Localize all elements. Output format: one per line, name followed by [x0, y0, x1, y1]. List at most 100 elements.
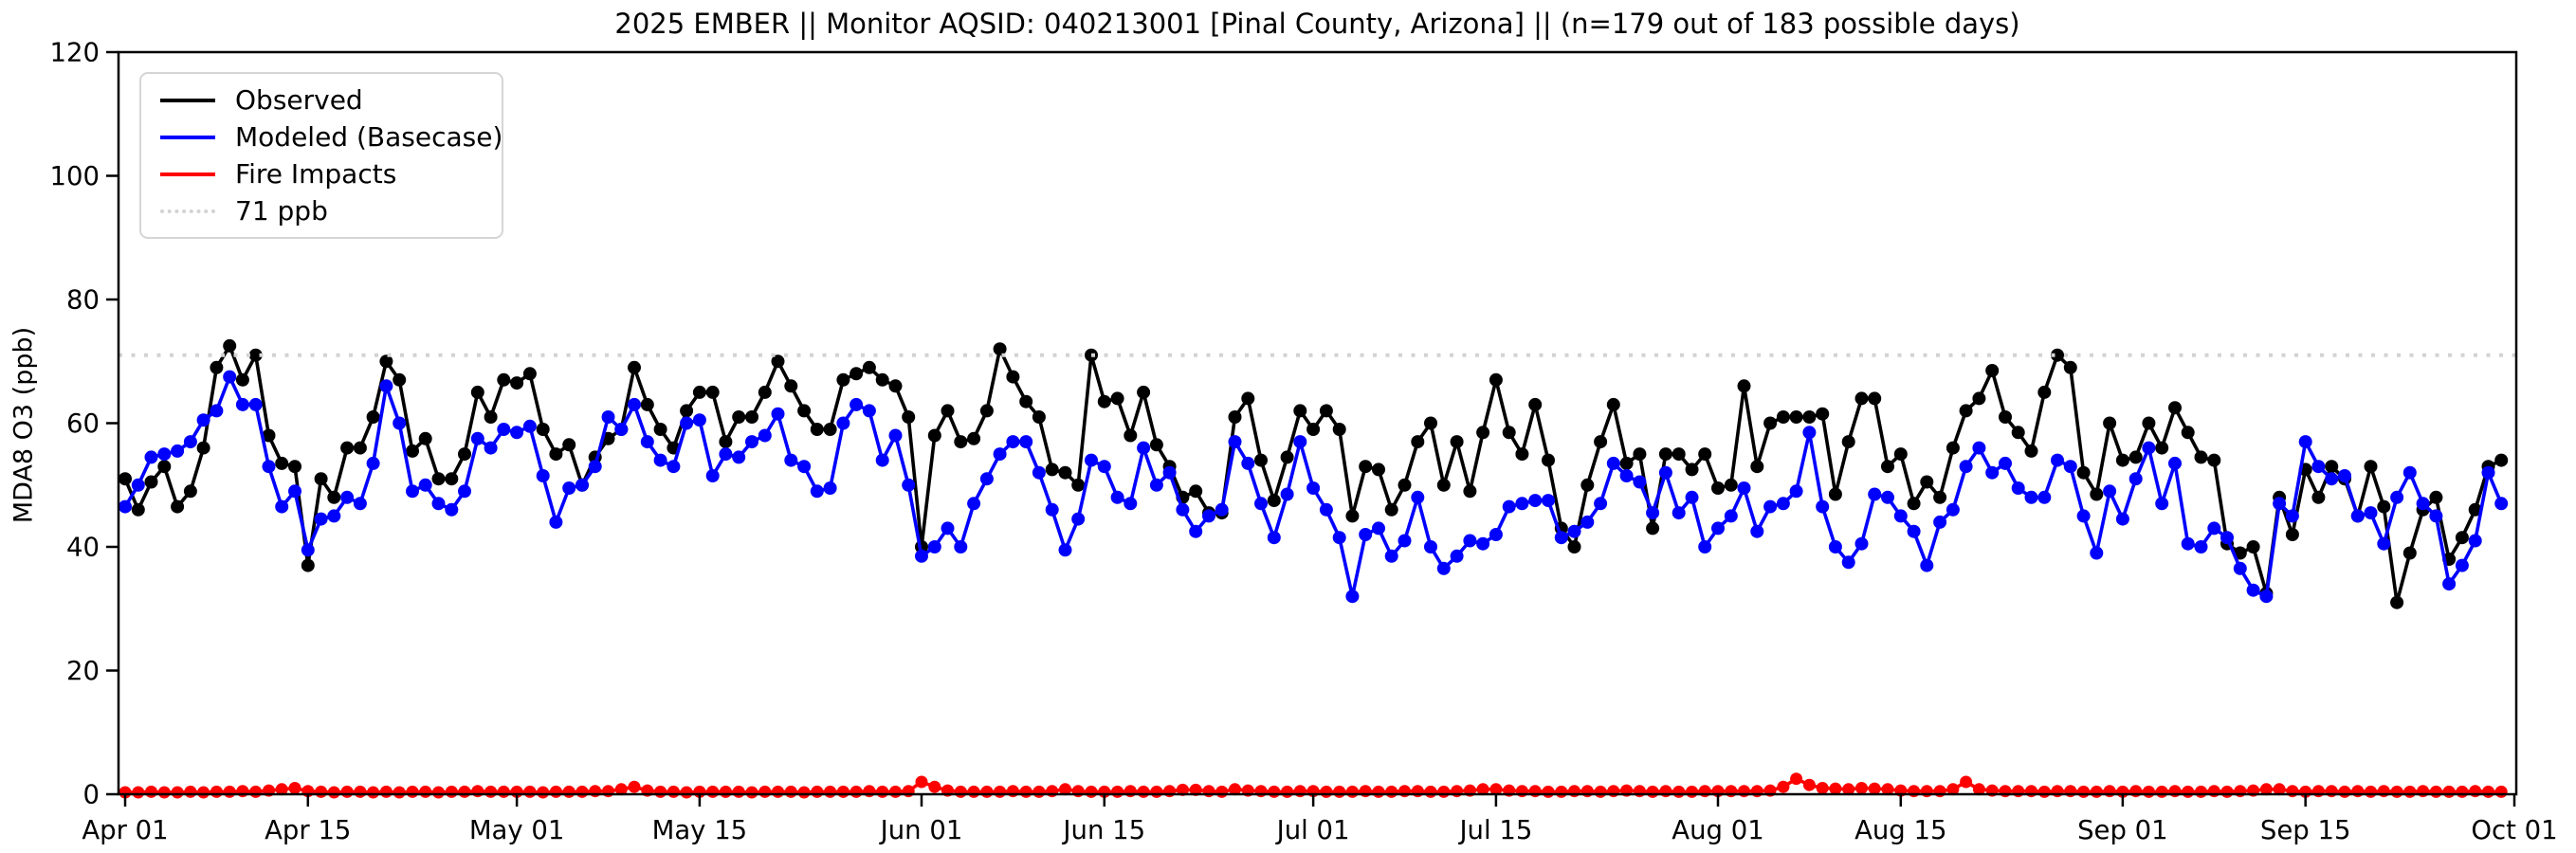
observed-series-point	[1763, 416, 1778, 430]
observed-series-point	[131, 502, 145, 517]
fire-impacts-series-point	[458, 785, 471, 798]
modeled-series-point	[2455, 558, 2469, 572]
legend-item-observed: Observed	[155, 82, 488, 118]
observed-series-point	[1019, 394, 1033, 408]
modeled-series-point	[1189, 524, 1203, 538]
modeled-series-point	[902, 478, 916, 492]
modeled-series-point	[1176, 502, 1190, 517]
observed-series-point	[1816, 407, 1830, 421]
modeled-series-point	[2468, 534, 2482, 548]
fire-impacts-series-point	[2273, 783, 2286, 796]
observed-series-point	[157, 460, 172, 474]
modeled-series-point	[888, 428, 903, 443]
modeled-series-point	[1228, 435, 1242, 449]
y-tick-label: 20	[66, 656, 100, 686]
observed-series-point	[1881, 460, 1894, 474]
observed-series-point	[119, 472, 132, 486]
modeled-series-point	[1907, 524, 1921, 538]
modeled-series-point	[1554, 531, 1568, 545]
modeled-series-point	[680, 416, 694, 430]
observed-series-point	[875, 372, 889, 387]
modeled-series-point	[1110, 490, 1124, 504]
fire-impacts-series-point	[1320, 785, 1333, 798]
modeled-series-point	[2377, 536, 2391, 551]
modeled-series-point	[1149, 478, 1163, 492]
fire-impacts-series-point	[1960, 775, 1973, 789]
modeled-series-point	[667, 460, 681, 474]
fire-impacts-series-point	[1672, 785, 1686, 798]
modeled-series-point	[157, 447, 172, 462]
observed-series-point	[680, 404, 694, 418]
observed-series-point	[1398, 478, 1412, 492]
observed-series-point	[2311, 490, 2326, 504]
modeled-series-point	[418, 478, 432, 492]
observed-series-point	[1619, 456, 1634, 470]
x-tick-label: May 01	[469, 815, 565, 845]
observed-series-point	[2155, 441, 2169, 455]
modeled-series-point	[1985, 465, 2000, 480]
modeled-series-point	[1436, 561, 1451, 575]
modeled-series-point	[1828, 540, 1842, 554]
observed-series-point	[810, 423, 824, 436]
y-axis: 0 20 40 60 80 100 120	[50, 38, 119, 810]
legend-label-observed: Observed	[235, 84, 363, 116]
fire-impacts-series-point	[1855, 782, 1868, 794]
modeled-line-swatch	[160, 135, 215, 139]
observed-series-point	[1345, 509, 1360, 523]
legend-item-fire-impacts: Fire Impacts	[155, 155, 488, 192]
x-tick-label: Apr 15	[265, 815, 351, 845]
fire-impacts-series-point	[484, 785, 498, 798]
modeled-series-point	[1920, 558, 1934, 572]
observed-series-point	[2128, 450, 2143, 464]
legend-label-threshold: 71 ppb	[235, 195, 328, 227]
modeled-series-point	[732, 450, 746, 464]
observed-series-point	[288, 460, 301, 474]
modeled-series-point	[2142, 441, 2156, 455]
observed-series-point	[2051, 348, 2064, 362]
observed-series-point	[510, 376, 524, 390]
observed-series-point	[445, 472, 459, 486]
observed-series-point	[2364, 460, 2378, 474]
modeled-series-point	[470, 431, 484, 445]
observed-series-point	[1854, 391, 1869, 406]
modeled-series-point	[1032, 465, 1046, 480]
observed-series-point	[954, 435, 968, 449]
observed-series-point	[1946, 441, 1960, 455]
fire-impacts-series-point	[132, 786, 145, 799]
modeled-series-point	[235, 397, 249, 411]
fire-impacts-line-swatch	[160, 172, 215, 176]
modeled-series-point	[1280, 487, 1294, 501]
fire-impacts-series-point	[2077, 785, 2091, 798]
modeled-series-point	[314, 512, 328, 526]
fire-impacts-series-point	[275, 783, 288, 796]
modeled-series-point	[522, 419, 537, 433]
modeled-series-point	[915, 549, 928, 563]
fire-impacts-series-point	[2365, 785, 2377, 798]
observed-series-point	[235, 372, 249, 387]
observed-series-point	[2390, 595, 2404, 609]
fire-impacts-series-point	[1790, 772, 1803, 786]
fire-impacts-series-point	[2482, 785, 2494, 798]
observed-series-point	[1841, 435, 1855, 449]
observed-series-point	[2194, 450, 2208, 464]
x-tick-label: Jul 15	[1457, 815, 1532, 845]
fire-impacts-series-point	[197, 786, 210, 799]
fire-impacts-series-point	[1137, 785, 1150, 798]
fire-impacts-series-point	[680, 786, 693, 799]
fire-impacts-series-point	[523, 785, 537, 798]
observed-series-point	[1633, 447, 1647, 462]
modeled-series-point	[1215, 502, 1229, 517]
observed-series-point	[758, 385, 772, 399]
observed-series-point	[1241, 391, 1255, 406]
observed-series-point	[1006, 370, 1020, 384]
fire-impacts-series-point	[784, 785, 797, 798]
modeled-series-point	[993, 447, 1007, 462]
modeled-series-point	[797, 460, 812, 474]
modeled-series-point	[1124, 497, 1138, 511]
modeled-series-point	[588, 460, 602, 474]
fire-impacts-series-point	[379, 785, 393, 798]
observed-series-point	[1920, 475, 1934, 489]
modeled-series-point	[1097, 460, 1111, 474]
observed-series-point	[1685, 463, 1699, 477]
observed-series-point	[1032, 410, 1046, 424]
